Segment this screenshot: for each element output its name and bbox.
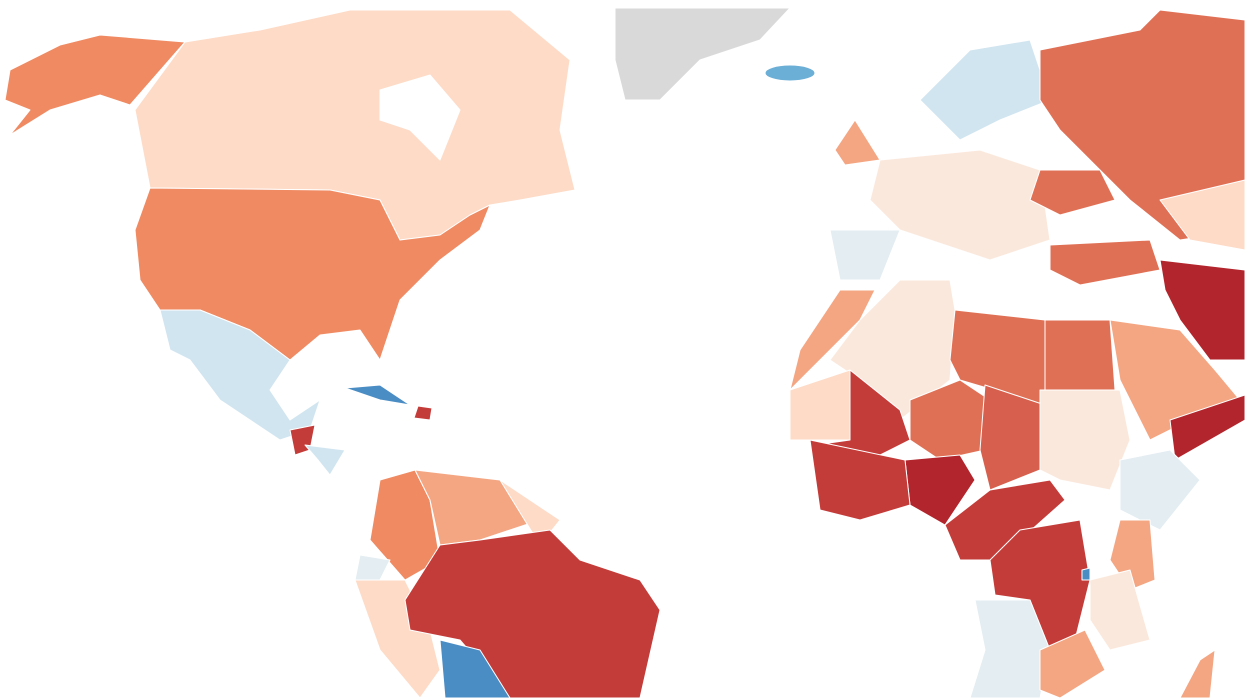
region — [764, 64, 816, 82]
region — [344, 384, 411, 406]
region — [404, 529, 661, 698]
region — [1039, 389, 1131, 491]
region — [1039, 629, 1106, 698]
region — [979, 384, 1046, 491]
region — [809, 439, 911, 521]
region — [304, 444, 346, 476]
region — [1179, 649, 1216, 698]
bay — [379, 74, 461, 161]
region — [1159, 179, 1245, 251]
region — [829, 279, 956, 421]
region — [1039, 9, 1245, 241]
region — [834, 119, 881, 166]
region — [1029, 169, 1116, 216]
region — [413, 405, 433, 421]
region — [439, 639, 511, 698]
region — [1044, 319, 1116, 391]
region — [1169, 394, 1245, 461]
region — [789, 289, 876, 391]
region — [614, 7, 791, 101]
region — [159, 309, 321, 441]
region — [1119, 449, 1201, 531]
region — [1089, 569, 1151, 651]
region — [919, 39, 1051, 141]
region — [944, 479, 1066, 561]
region — [4, 34, 186, 136]
region — [1081, 567, 1091, 581]
region — [829, 229, 901, 281]
region — [969, 599, 1051, 698]
region — [869, 149, 1051, 261]
region — [1049, 239, 1161, 286]
region — [1159, 259, 1245, 361]
